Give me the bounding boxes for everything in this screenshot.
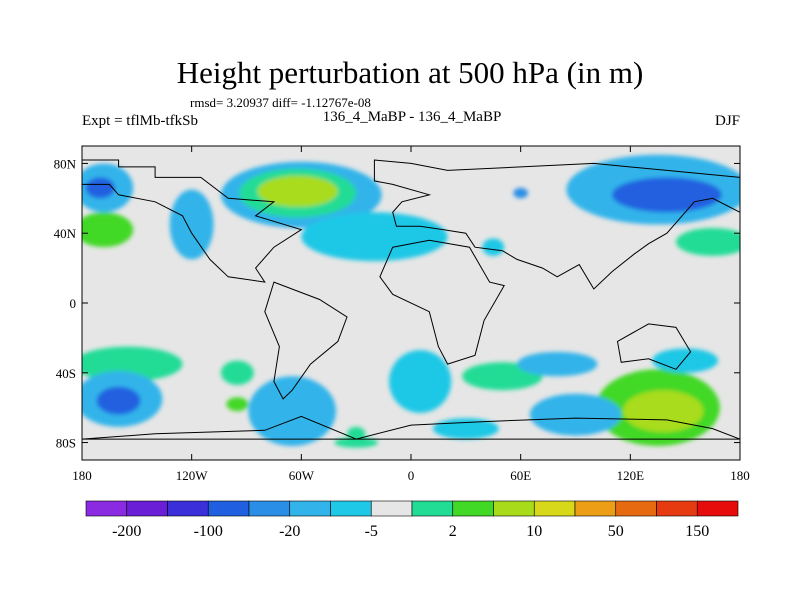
y-tick-label: 80S <box>56 436 76 451</box>
colorbar-swatch <box>207 500 250 517</box>
colorbar-label: 10 <box>526 523 542 540</box>
x-tick-label: 120W <box>176 468 209 483</box>
chart-subtitle: rmsd= 3.20937 diff= -1.12767e-08 <box>190 95 371 110</box>
y-tick-label: 40S <box>56 366 76 381</box>
x-tick-label: 120E <box>617 468 645 483</box>
contour-region <box>517 351 598 377</box>
continent-outline <box>379 239 505 365</box>
continent-outline <box>616 323 692 370</box>
contour-region <box>612 177 722 213</box>
colorbar: -200 -100 -20 -5 2 10 50 150 <box>85 500 739 540</box>
contour-field <box>82 154 740 448</box>
colorbar-swatch <box>289 500 331 517</box>
y-tick-label: 80N <box>54 156 77 171</box>
experiment-label: Expt = tflMb-tfkSb <box>82 113 198 129</box>
contour-region <box>85 177 115 199</box>
continent-outline <box>82 415 740 440</box>
colorbar-label: 150 <box>685 523 709 540</box>
colorbar-swatch <box>126 500 168 517</box>
colorbar-swatch <box>411 500 454 517</box>
contour-region <box>82 212 134 248</box>
colorbar-swatch <box>248 500 291 517</box>
x-tick-label: 60E <box>510 468 531 483</box>
contour-region <box>482 238 505 256</box>
x-tick-label: 60W <box>289 468 315 483</box>
colorbar-label: -100 <box>194 523 223 540</box>
center-label: 136_4_MaBP - 136_4_MaBP <box>323 109 502 125</box>
contour-region <box>529 393 622 436</box>
x-tick-label: 0 <box>408 468 415 483</box>
contour-region <box>220 360 254 385</box>
continent-outline <box>264 281 348 400</box>
colorbar-swatch <box>493 500 535 517</box>
contour-region <box>652 348 719 373</box>
continent-outline <box>82 159 303 283</box>
contour-region <box>169 189 214 260</box>
colorbar-swatch <box>574 500 617 517</box>
colorbar-swatch <box>330 500 372 517</box>
continent-outline <box>373 159 740 290</box>
map-axes: 180 120W 60W 0 60E 120E 180 80N 40N 0 40S 80S <box>54 146 750 483</box>
y-tick-label: 0 <box>70 296 77 311</box>
colorbar-label: 2 <box>449 523 457 540</box>
contour-region <box>389 350 452 413</box>
colorbar-label: -200 <box>112 523 141 540</box>
colorbar-swatch <box>452 500 494 517</box>
colorbar-label: 50 <box>608 523 624 540</box>
y-tick-label: 40N <box>54 226 77 241</box>
colorbar-swatch <box>85 500 128 517</box>
colorbar-swatch <box>696 500 739 517</box>
colorbar-swatch <box>370 500 413 517</box>
x-tick-label: 180 <box>730 468 750 483</box>
chart-title: Height perturbation at 500 hPa (in m) <box>177 55 644 90</box>
season-label: DJF <box>715 113 740 129</box>
colorbar-swatch <box>167 500 209 517</box>
contour-region <box>257 175 338 208</box>
contour-region <box>334 437 379 448</box>
contour-region <box>301 212 448 262</box>
contour-region <box>96 386 141 415</box>
contour-region <box>226 397 249 412</box>
colorbar-label: -5 <box>365 523 378 540</box>
colorbar-swatch <box>656 500 698 517</box>
colorbar-label: -20 <box>279 523 300 540</box>
colorbar-swatch <box>533 500 576 517</box>
x-tick-label: 180 <box>72 468 92 483</box>
continent-outlines <box>82 159 740 440</box>
contour-region <box>623 390 704 433</box>
colorbar-swatch <box>615 500 657 517</box>
contour-region <box>248 376 337 447</box>
contour-region <box>676 227 740 256</box>
contour-region <box>513 187 528 199</box>
